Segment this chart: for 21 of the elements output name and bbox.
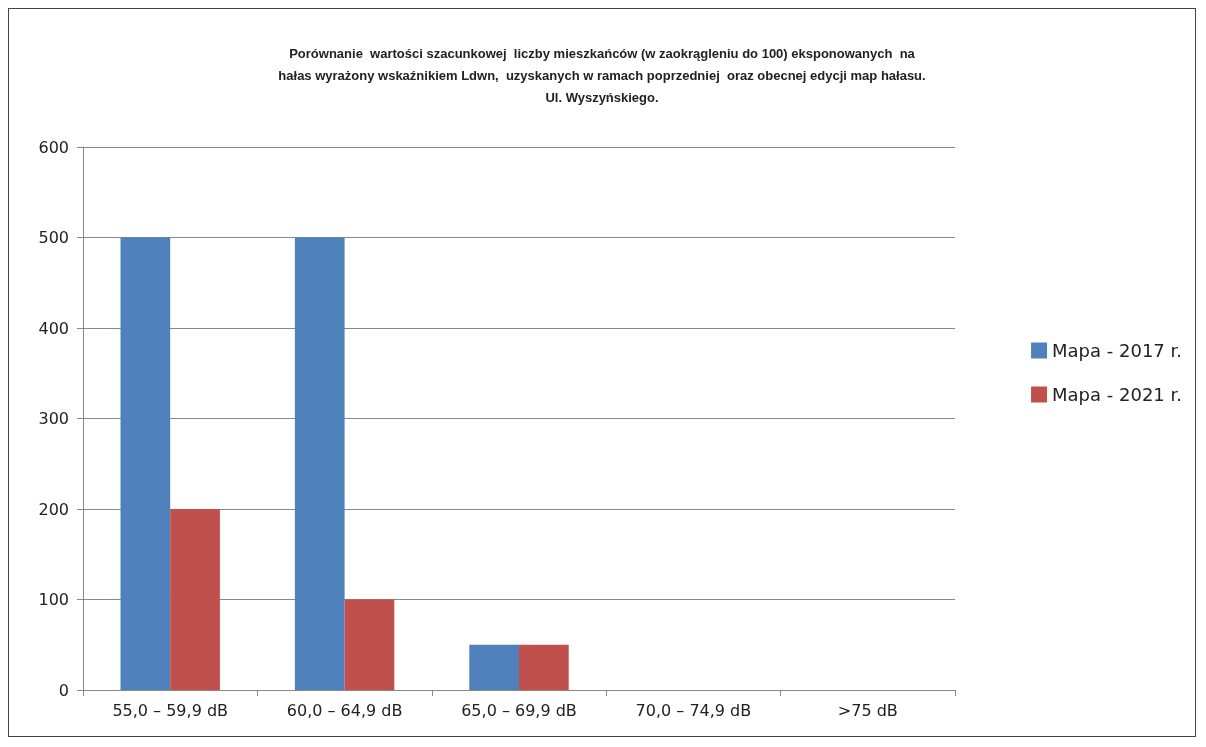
y-tick-label: 200 [38, 499, 69, 519]
bar [469, 644, 519, 690]
y-tick-label: 400 [38, 318, 69, 338]
bar [294, 237, 345, 690]
y-tick-label: 600 [38, 137, 69, 157]
x-tick-label: 70,0 – 74,9 dB [635, 700, 752, 720]
bar [120, 237, 171, 690]
y-tick-label: 500 [38, 228, 69, 247]
x-tick-label: 60,0 – 64,9 dB [286, 700, 403, 720]
y-tick-label: 100 [38, 590, 69, 609]
x-tick-label: 55,0 – 59,9 dB [112, 700, 229, 720]
x-tick-label: >75 dB [837, 700, 898, 720]
bar [344, 599, 395, 690]
bar [519, 644, 569, 690]
legend-label: Mapa - 2017 r. [1052, 340, 1183, 361]
y-tick-label: 0 [58, 680, 69, 700]
bar [170, 509, 220, 690]
legend-label: Mapa - 2021 r. [1052, 384, 1183, 405]
y-tick-label: 300 [38, 409, 69, 428]
x-tick-label: 65,0 – 69,9 dB [461, 700, 577, 720]
chart-title: Porównanie wartości szacunkowej liczby mieszkańców (w zaokrągleniu do 100) eksponowanych na hałas wyrażony wskaźnikiem Ldwn, uzyskanych w ramach poprzedniej oraz obecnej edycji map hałasu. Ul. Wyszyńskiego. [278, 45, 926, 105]
